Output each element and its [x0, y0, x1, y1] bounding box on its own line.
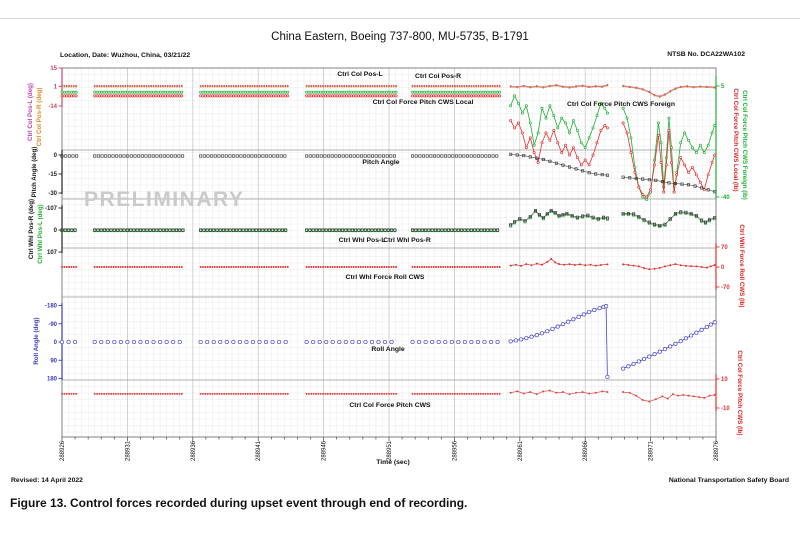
revised-date-label: Revised: 14 April 2022: [11, 477, 83, 484]
svg-text:-90: -90: [48, 322, 57, 328]
svg-text:Pitch Angle (deg): Pitch Angle (deg): [31, 147, 38, 198]
axis-colpos: 15 1 -14: [48, 66, 63, 110]
svg-text:Ctrl Col Force Pitch CWS: Ctrl Col Force Pitch CWS: [349, 402, 431, 409]
svg-text:0: 0: [54, 153, 58, 159]
svg-text:-10: -10: [721, 406, 730, 412]
axis-titles: Ctrl Col Pos-L (deg) Ctrl Col Pos-R (deg)…: [27, 83, 748, 436]
svg-text:0: 0: [54, 340, 58, 346]
svg-text:5: 5: [721, 84, 725, 90]
agency-label: National Transportation Safety Board: [668, 477, 789, 484]
svg-text:-30: -30: [48, 191, 57, 197]
svg-text:Ctrl Whl Pos-L: Ctrl Whl Pos-L: [339, 237, 386, 244]
svg-text:Ctrl Col Pos-L (deg): Ctrl Col Pos-L (deg): [27, 83, 34, 141]
svg-text:107: 107: [47, 250, 58, 256]
x-axis: 288926 288931 288936 288941 288946 288951 2889…: [60, 437, 720, 466]
svg-text:180: 180: [47, 377, 58, 383]
svg-text:90: 90: [50, 358, 57, 364]
grid: [61, 67, 717, 438]
x-axis-title: Time (sec): [376, 459, 410, 466]
location-date-label: Location, Date: Wuzhou, China, 03/21/22: [60, 52, 191, 59]
svg-text:288966: 288966: [583, 440, 589, 461]
svg-text:288961: 288961: [518, 440, 524, 461]
axis-forcecol: 5 -40: [715, 76, 730, 201]
svg-text:Ctrl Col Force Pitch CWS Forei: Ctrl Col Force Pitch CWS Foreign (lb): [741, 90, 748, 200]
svg-text:0: 0: [721, 265, 725, 271]
svg-text:Roll Angle (deg): Roll Angle (deg): [33, 317, 40, 364]
svg-text:Ctrl Col Force Pitch CWS (lb): Ctrl Col Force Pitch CWS (lb): [736, 350, 743, 435]
svg-text:Ctrl Col Force Pitch CWS Local: Ctrl Col Force Pitch CWS Local (lb): [732, 88, 739, 191]
svg-text:Ctrl Whl Pos-R: Ctrl Whl Pos-R: [383, 237, 431, 244]
axis-rolldeg: -180 -90 0 90 180: [45, 303, 63, 383]
page-top-rule: [0, 18, 800, 19]
svg-text:10: 10: [721, 377, 728, 383]
svg-text:288931: 288931: [125, 440, 131, 461]
svg-text:Ctrl Whl Pos-R (deg): Ctrl Whl Pos-R (deg): [28, 199, 35, 259]
svg-text:Pitch Angle: Pitch Angle: [362, 159, 399, 166]
series-ctrl-col-force-pitch-cws: [61, 389, 716, 403]
svg-text:288956: 288956: [452, 440, 458, 461]
svg-text:70: 70: [721, 245, 728, 251]
series-ctrl-col-pos-r: [61, 84, 716, 98]
svg-text:1: 1: [54, 84, 58, 90]
svg-text:0: 0: [54, 228, 58, 234]
svg-text:-14: -14: [48, 104, 57, 110]
series-ctrl-whl-force-roll-cws: [61, 258, 716, 271]
svg-text:-40: -40: [721, 195, 730, 201]
svg-text:288946: 288946: [322, 440, 328, 461]
svg-text:288971: 288971: [649, 440, 655, 461]
svg-text:288926: 288926: [60, 440, 66, 461]
axis-colforce6: 10 -10: [715, 374, 730, 412]
ntsb-case-number: NTSB No. DCA22WA102: [667, 51, 745, 58]
svg-text:Ctrl Whl Force Roll CWS: Ctrl Whl Force Roll CWS: [346, 274, 425, 281]
svg-text:Ctrl Col Force Pitch CWS Forei: Ctrl Col Force Pitch CWS Foreign: [567, 101, 675, 108]
svg-text:Ctrl Col Pos-R: Ctrl Col Pos-R: [415, 73, 461, 80]
svg-text:-70: -70: [721, 285, 730, 291]
series-pitch-angle: [60, 152, 717, 194]
svg-text:Ctrl Whl Pos-L (deg): Ctrl Whl Pos-L (deg): [37, 204, 44, 263]
svg-text:-15: -15: [48, 172, 57, 178]
svg-text:Ctrl Col Force Pitch CWS Local: Ctrl Col Force Pitch CWS Local: [373, 99, 474, 106]
svg-text:Ctrl Whl Force Roll CWS (lb): Ctrl Whl Force Roll CWS (lb): [738, 224, 745, 307]
svg-text:-180: -180: [45, 304, 58, 310]
svg-text:15: 15: [50, 66, 57, 72]
series-ctrl-whl-pos-r: [60, 208, 717, 232]
svg-text:288976: 288976: [714, 440, 720, 461]
preliminary-watermark: PRELIMINARY: [84, 188, 244, 211]
svg-text:Ctrl Col Pos-R (deg): Ctrl Col Pos-R (deg): [36, 88, 43, 147]
svg-text:288951: 288951: [387, 440, 393, 461]
inplot-labels: Ctrl Col Pos-L Ctrl Col Pos-R Ctrl Col For…: [337, 71, 675, 409]
axis-whlforce: 70 0 -70: [715, 243, 730, 291]
svg-text:288941: 288941: [256, 440, 262, 461]
axis-pitchdeg: 0 -15 -30: [48, 150, 63, 197]
svg-text:288936: 288936: [191, 440, 197, 461]
series-ctrl-col-force-pitch-cws-local: [60, 94, 717, 199]
axis-whlpos: -107 0 107: [45, 205, 63, 256]
svg-text:-107: -107: [45, 206, 58, 212]
svg-text:Roll Angle: Roll Angle: [371, 346, 405, 353]
figure-caption: Figure 13. Control forces recorded durin…: [10, 496, 468, 510]
svg-text:Ctrl Col Pos-L: Ctrl Col Pos-L: [337, 71, 382, 78]
series-roll-angle: [59, 304, 717, 379]
chart-title: China Eastern, Boeing 737-800, MU-5735, …: [271, 31, 529, 43]
